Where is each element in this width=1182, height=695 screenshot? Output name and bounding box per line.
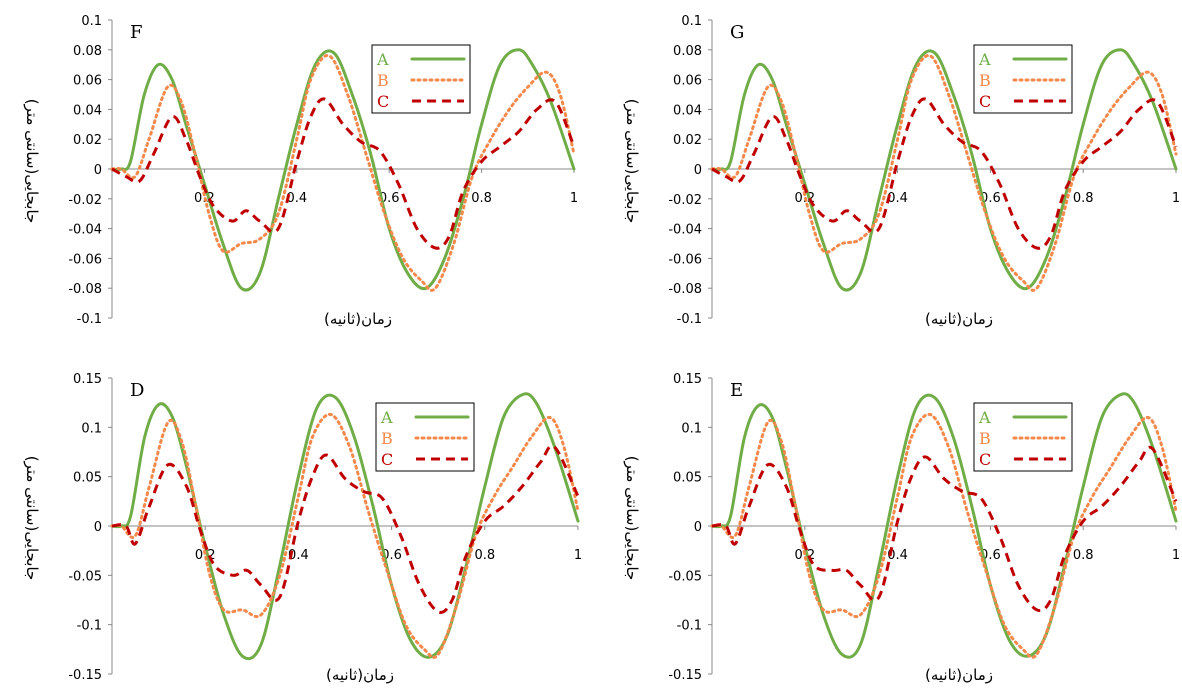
x-tick-label: 0.4 [887,548,908,563]
y-tick-label: -0.08 [668,282,702,297]
y-tick-label: -0.04 [668,223,702,238]
series-B-line [710,54,1178,292]
x-axis-title: زمان(ثانیه) [326,666,394,684]
x-tick-label: 1 [574,548,582,563]
panel-label: D [130,380,144,401]
series-A-line [710,392,1178,659]
series-B-line [710,412,1178,659]
x-tick-label: 0.8 [471,191,492,206]
legend: ABC [973,44,1073,114]
y-tick-label: 0.08 [673,44,702,59]
y-tick-label: -0.1 [677,312,702,327]
legend: ABC [973,402,1073,472]
legend-label-B: B [979,71,991,90]
legend-label-A: A [380,408,393,427]
y-tick-label: 0.1 [681,14,702,29]
y-tick-label: -0.1 [77,312,102,327]
x-tick-label: 0.4 [286,191,307,206]
chart-panel-G: 0.1 0.08 0.06 0.04 0.02 0 -0.02 -0.04 -0.06 -0.08… [623,14,1180,328]
y-tick-label: -0.05 [68,569,102,584]
legend-label-A: A [376,50,389,69]
y-tick-label: -0.1 [77,619,102,634]
y-tick-label: 0 [694,520,702,535]
y-tick-label: -0.02 [68,193,102,208]
chart-panel-F: 0.1 0.08 0.06 0.04 0.02 0 -0.02 -0.04 -0.06 -0.08… [23,14,578,328]
y-tick-label: 0.1 [81,421,102,436]
y-tick-label: -0.15 [68,668,102,683]
legend-label-B: B [377,71,389,90]
y-tick-label: 0.1 [81,14,102,29]
x-tick-label: 0.8 [1073,191,1094,206]
y-tick-label: 0.04 [673,103,702,118]
y-tick-label: -0.1 [677,619,702,634]
y-tick-label: 0.02 [73,133,102,148]
x-tick-label: 1 [570,191,578,206]
y-tick-label: 0 [94,163,102,178]
x-axis-title: زمان(ثانیه) [925,666,993,684]
x-tick-label: 1 [1172,548,1180,563]
series-A-line [710,48,1178,292]
y-tick-label: 0.05 [73,471,102,486]
y-tick-label: 0.04 [73,103,102,118]
legend-label-C: C [979,92,991,111]
y-tick-label: -0.05 [668,569,702,584]
x-tick-label: 0.4 [288,548,309,563]
legend: ABC [375,402,475,472]
panel-label: F [130,22,143,43]
legend-label-A: A [978,408,991,427]
y-tick-label: -0.04 [68,223,102,238]
chart-panel-E: 0.150.10.050-0.05-0.1-0.150.2 0.4 0.6 0.8 1E… [623,372,1180,684]
series-C-line [111,97,576,250]
series-C-line [711,97,1178,250]
legend: ABC [371,44,471,114]
y-tick-label: 0.06 [73,74,102,89]
y-tick-label: 0.1 [681,421,702,436]
y-tick-label: 0 [94,520,102,535]
x-axis-title: زمان(ثانیه) [925,310,993,328]
y-axis-title: جابجایی(سانتی متر) [623,456,641,581]
x-tick-label: 0.8 [474,548,495,563]
series-C-line [111,444,580,614]
panel-label: G [730,22,744,43]
x-tick-label: 1 [1172,191,1180,206]
y-tick-label: 0 [694,163,702,178]
y-axis-title: جابجایی(سانتی متر) [623,99,641,224]
y-tick-label: -0.15 [668,668,702,683]
legend-label-C: C [381,450,393,469]
series-B-line [110,412,580,659]
y-axis-title: جابجایی(سانتی متر) [23,456,41,581]
panel-label: E [730,380,743,401]
legend-label-C: C [979,450,991,469]
y-tick-label: 0.15 [73,372,102,387]
series-A-line [110,392,580,661]
y-tick-label: -0.02 [668,193,702,208]
y-tick-label: 0.05 [673,471,702,486]
y-tick-label: 0.06 [673,74,702,89]
series-A-line [110,48,576,292]
series-B-line [110,54,576,292]
legend-label-B: B [381,429,393,448]
x-tick-label: 0.4 [887,191,908,206]
y-tick-label: 0.15 [673,372,702,387]
legend-label-B: B [979,429,991,448]
y-tick-label: -0.06 [68,252,102,267]
series-C-line [711,445,1178,613]
y-tick-label: 0.02 [673,133,702,148]
y-tick-label: 0.08 [73,44,102,59]
chart-panel-D: 0.150.10.050-0.05-0.1-0.150.2 0.4 0.6 0.8 1D… [23,372,582,684]
y-tick-label: -0.08 [68,282,102,297]
x-tick-label: 0.8 [1073,548,1094,563]
legend-label-A: A [978,50,991,69]
legend-label-C: C [377,92,389,111]
y-tick-label: -0.06 [668,252,702,267]
x-tick-label: 0.6 [980,191,1001,206]
y-axis-title: جابجایی(سانتی متر) [23,99,41,224]
x-axis-title: زمان(ثانیه) [324,310,392,328]
x-tick-label: 0.6 [379,191,400,206]
